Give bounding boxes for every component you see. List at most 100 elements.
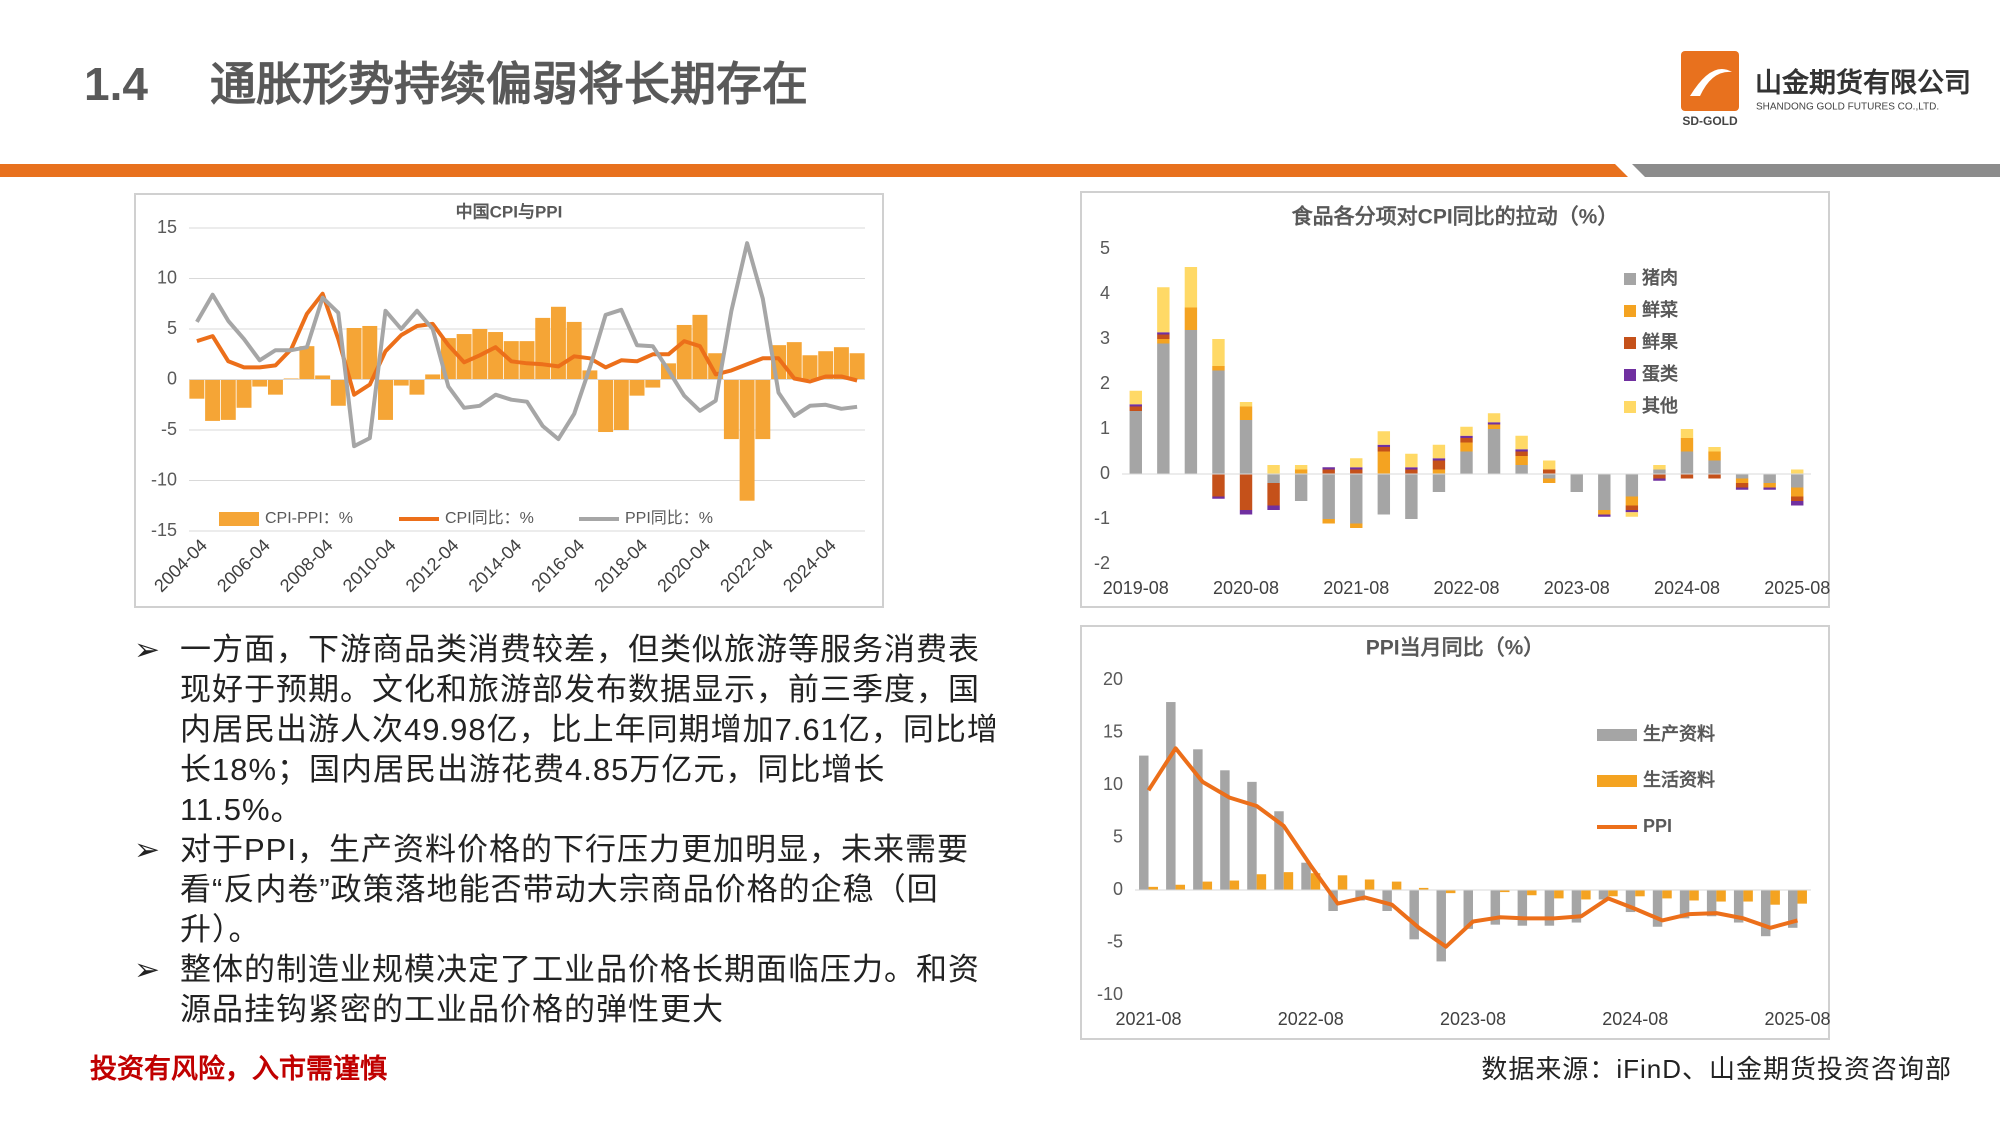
bar — [1490, 890, 1501, 925]
bar — [409, 379, 425, 395]
bar — [1680, 429, 1694, 438]
bar — [1460, 442, 1473, 452]
bar — [1653, 474, 1666, 479]
bar — [1239, 406, 1253, 420]
bar — [1487, 429, 1501, 474]
bar — [1608, 890, 1618, 897]
bar — [1716, 890, 1726, 902]
data-source: 数据来源：iFinD、山金期货投资咨询部 — [1481, 1054, 1952, 1084]
bar — [1706, 890, 1717, 917]
x-tick-label: 2021-08 — [1115, 1009, 1181, 1029]
bar — [786, 342, 802, 380]
bar — [802, 355, 818, 380]
y-tick-label: 10 — [1103, 774, 1123, 794]
bar — [1542, 469, 1556, 474]
legend-swatch — [1624, 305, 1636, 317]
bar — [456, 334, 472, 380]
bar — [1267, 474, 1280, 483]
bar — [598, 379, 614, 433]
bullet: 对于PPI，生产资料价格的下行压力更加明显，未来需要看“反内卷”政策落地能否带动… — [134, 830, 1004, 950]
title-band — [0, 164, 1628, 177]
bar — [1625, 505, 1639, 510]
bar — [315, 375, 331, 380]
bar — [1515, 456, 1528, 465]
y-tick-label: 15 — [1103, 721, 1123, 741]
bar — [1432, 444, 1446, 459]
bar — [1542, 474, 1556, 479]
bar — [1708, 460, 1721, 474]
bar — [676, 324, 692, 380]
x-tick-label: 2022-08 — [1433, 578, 1499, 598]
y-tick-label: -10 — [1097, 984, 1123, 1004]
bar — [346, 327, 362, 380]
legend-label: 其他 — [1642, 395, 1678, 416]
bar — [849, 353, 865, 380]
chart: PPI当月同比（%） -10 -5 0 5 10 15 20 2021-08 2022-08 202… — [1080, 625, 1830, 1040]
bar — [1625, 512, 1639, 517]
bar — [1625, 496, 1639, 506]
bar — [1157, 334, 1170, 339]
bar — [1708, 451, 1721, 461]
bar — [1542, 478, 1556, 483]
line — [1146, 746, 1799, 949]
bar — [1544, 890, 1555, 926]
bar — [488, 332, 504, 380]
bar — [1432, 460, 1446, 470]
chart: 食品各分项对CPI同比的拉动（%） -2 -1 0 1 2 3 4 5 2019-08 2020-0… — [1080, 191, 1830, 608]
bar — [519, 341, 535, 380]
chart-frame — [1080, 191, 1830, 608]
bar — [1662, 890, 1672, 899]
bar — [1680, 474, 1694, 479]
bar — [1432, 458, 1446, 461]
legend-label: PPI — [1643, 816, 1672, 836]
bar — [1460, 435, 1473, 438]
bar — [645, 379, 661, 388]
y-tick-label: 4 — [1100, 283, 1110, 303]
bar — [283, 378, 299, 380]
bar — [1294, 474, 1308, 501]
bar — [1432, 474, 1446, 492]
bar — [330, 379, 346, 406]
bar — [1405, 453, 1418, 468]
bar — [1382, 890, 1392, 911]
bar — [1175, 884, 1186, 890]
bar — [1791, 469, 1804, 474]
bar — [1301, 862, 1311, 890]
bar — [1409, 890, 1419, 940]
bar — [1157, 343, 1170, 474]
bar — [1274, 811, 1284, 890]
legend-label: 猪肉 — [1641, 267, 1678, 288]
chart-title: 食品各分项对CPI同比的拉动（%） — [1292, 205, 1619, 229]
y-tick-label: -2 — [1094, 553, 1110, 573]
logo-icon — [1681, 51, 1739, 111]
bar — [1733, 890, 1744, 923]
bar — [1460, 451, 1473, 474]
bar — [1212, 370, 1225, 474]
bar — [1791, 474, 1804, 488]
legend-label: 生产资料 — [1643, 723, 1715, 744]
bar — [1554, 890, 1564, 899]
bar — [1247, 781, 1257, 890]
bar — [378, 379, 393, 420]
bar — [1635, 890, 1645, 897]
y-tick-label: 0 — [1113, 879, 1123, 899]
legend-swatch — [219, 512, 259, 526]
bar — [1598, 890, 1609, 900]
bar — [252, 379, 268, 387]
bar — [1350, 523, 1363, 528]
bar — [1788, 890, 1798, 928]
bar — [1139, 755, 1149, 890]
y-tick-label: -10 — [151, 469, 177, 489]
bar — [1791, 496, 1804, 501]
bar — [1515, 451, 1528, 456]
bar — [1598, 514, 1611, 517]
logo-name: 山金期货有限公司 — [1755, 67, 1971, 98]
bar — [1129, 390, 1142, 405]
bar — [1212, 366, 1225, 371]
legend-label: 蛋类 — [1642, 363, 1679, 384]
bar — [550, 306, 566, 380]
legend-swatch — [1624, 369, 1636, 381]
bar — [1460, 438, 1473, 443]
bar — [1436, 890, 1446, 962]
